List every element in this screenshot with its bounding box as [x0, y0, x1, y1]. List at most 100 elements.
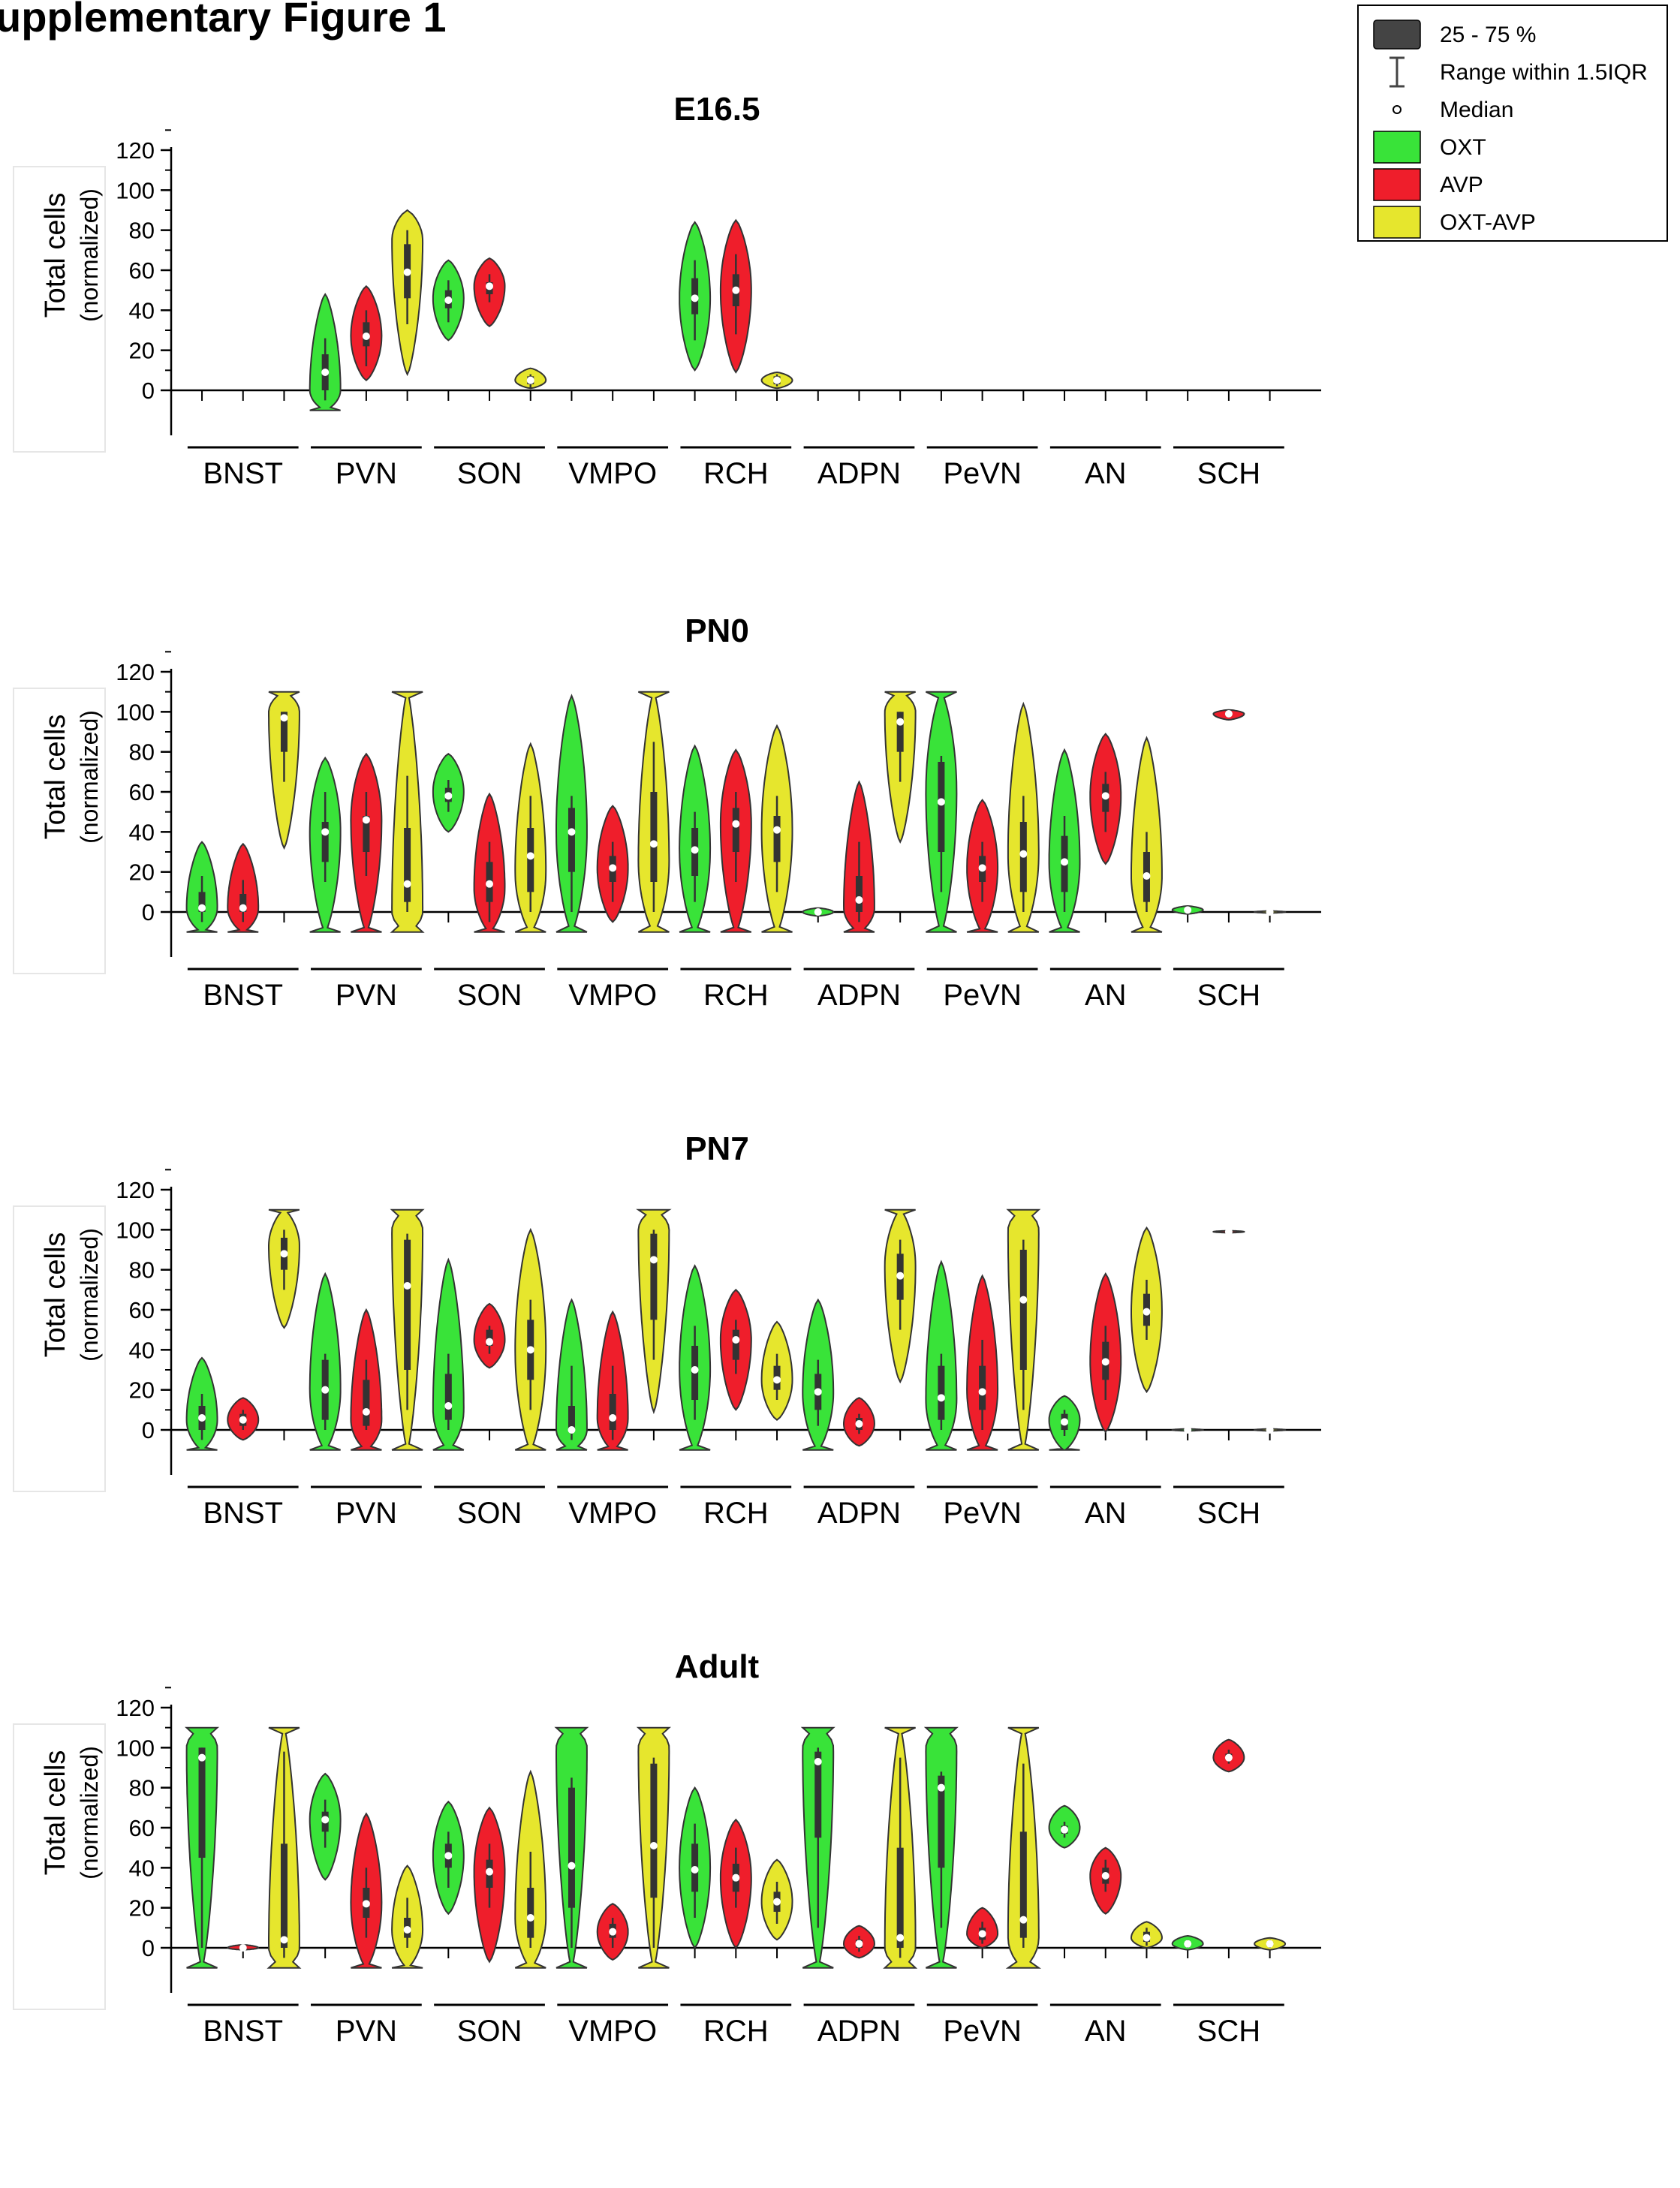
violin-rch-avp: [719, 1288, 752, 1411]
group-label-rch: RCH: [703, 1497, 769, 1530]
violin-iqr: [568, 1406, 575, 1430]
violin-pvn-avp: [350, 1812, 383, 1969]
y-tick-label: 20: [129, 1895, 155, 1922]
group-label-sch: SCH: [1197, 1497, 1260, 1530]
violin-iqr: [773, 816, 781, 862]
violin-median: [568, 1861, 576, 1870]
group-label-adpn: ADPN: [817, 2015, 901, 2048]
violin-son-oxt-avp: [514, 1769, 547, 1969]
violin-iqr: [198, 1747, 206, 1858]
violin-pvn-oxt: [309, 756, 342, 933]
violin-median: [1224, 710, 1233, 718]
page-title: upplementary Figure 1: [0, 0, 447, 41]
y-tick-label: 0: [142, 378, 155, 404]
violin-pevn-avp: [966, 1907, 999, 1949]
violin-adpn-oxt-avp: [883, 1726, 918, 1969]
violin-median: [444, 1402, 453, 1410]
y-tick-label: 20: [129, 338, 155, 364]
violin-sch-avp: [1212, 1228, 1245, 1235]
violin-median: [321, 1816, 330, 1824]
group-label-pvn: PVN: [336, 2015, 397, 2048]
violin-rch-oxt-avp: [760, 724, 793, 933]
violin-median: [526, 1346, 534, 1354]
group-label-bnst: BNST: [203, 979, 283, 1012]
violin-iqr: [979, 1365, 986, 1410]
group-label-adpn: ADPN: [817, 979, 901, 1012]
violin-rch-oxt: [679, 1264, 712, 1451]
violin-median: [1143, 872, 1151, 880]
violin-iqr: [363, 816, 370, 852]
violin-iqr: [650, 1233, 658, 1320]
violin-sch-oxt: [1171, 1426, 1204, 1434]
violin-adpn-avp: [843, 780, 875, 933]
violin-son-oxt-avp: [514, 742, 547, 933]
violin-pvn-oxt: [309, 1772, 342, 1881]
violin-median: [609, 864, 617, 872]
violin-median: [609, 1928, 617, 1936]
violin-iqr: [650, 792, 658, 882]
violin-bnst-oxt-avp: [266, 1726, 302, 1969]
violin-median: [1019, 1916, 1028, 1924]
violin-iqr: [363, 1380, 370, 1426]
violin-median: [526, 376, 534, 384]
violin-median: [1266, 908, 1274, 916]
violin-an-oxt: [1048, 1395, 1081, 1451]
legend-swatch-range-within-1-5iqr: [1389, 56, 1405, 88]
y-tick-label: 80: [129, 218, 155, 244]
violin-median: [937, 798, 945, 806]
violin-adpn-avp: [843, 1397, 875, 1447]
y-tick-label: 40: [129, 1337, 155, 1363]
legend-swatch-oxt: [1373, 131, 1421, 164]
violin-an-avp: [1089, 733, 1122, 865]
y-axis-label: Total cells: [40, 1232, 71, 1358]
violin-sch-oxt-avp: [1253, 1426, 1287, 1434]
violin-median: [649, 1256, 658, 1264]
violin-median: [855, 1420, 863, 1428]
violin-median: [691, 846, 699, 854]
violin-median: [362, 1900, 370, 1908]
y-axis-label: Total cells: [40, 1750, 71, 1876]
violin-median: [486, 1867, 494, 1876]
violin-median: [732, 820, 740, 828]
violin-median: [773, 1376, 781, 1384]
group-label-pevn: PeVN: [943, 2015, 1022, 2048]
violin-iqr: [732, 808, 739, 852]
violin-iqr: [609, 1394, 616, 1430]
violin-median: [1143, 1308, 1151, 1316]
violin-iqr: [486, 1329, 493, 1346]
ylabel-frame: [13, 688, 106, 974]
violin-adpn-oxt: [802, 907, 835, 917]
y-tick-label: 120: [116, 1695, 155, 1721]
violin-median: [1184, 1426, 1192, 1434]
panel-pn7: PN7 Total cells (normalized) 0 20 40 60 80 100 12…: [13, 1130, 1321, 1530]
violin-vmpo-oxt: [555, 1298, 588, 1451]
violin-median: [1061, 1825, 1069, 1834]
violin-median: [978, 864, 986, 872]
group-label-son: SON: [457, 457, 522, 490]
violin-median: [486, 880, 494, 888]
violin-median: [198, 1753, 206, 1762]
violin-pevn-avp: [966, 1274, 999, 1451]
violin-rch-oxt-avp: [760, 371, 793, 390]
violin-son-oxt: [432, 259, 465, 342]
violin-bnst-avp: [227, 1943, 260, 1952]
violin-bnst-oxt: [185, 841, 218, 933]
violin-median: [280, 1936, 288, 1944]
violin-median: [691, 294, 699, 302]
violin-son-oxt-avp: [514, 367, 547, 390]
y-axis-label: Total cells: [40, 715, 71, 840]
violin-bnst-oxt: [185, 1726, 220, 1969]
y-tick-label: 120: [116, 137, 155, 164]
violin-an-oxt-avp: [1131, 736, 1163, 933]
violin-son-avp: [473, 792, 506, 933]
violin-median: [321, 369, 330, 376]
violin-vmpo-avp: [596, 805, 629, 923]
ylabel-frame: [13, 1723, 106, 2010]
violin-vmpo-avp: [596, 1903, 629, 1961]
violin-median: [526, 1914, 534, 1922]
violin-iqr: [527, 828, 534, 892]
violin-median: [855, 896, 863, 904]
violin-pevn-oxt: [923, 1726, 959, 1969]
violin-sch-oxt-avp: [1254, 1937, 1287, 1951]
violin-median: [568, 1426, 576, 1434]
